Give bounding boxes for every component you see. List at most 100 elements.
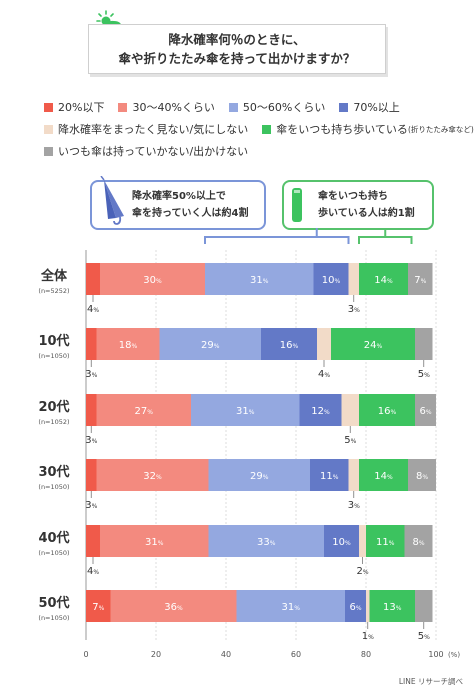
callout-blue-line-2: 傘を持っていく人は約4割 [132,208,249,219]
x-tick-label: 40 [221,650,231,659]
data-label: 33% [257,537,276,548]
legend-item: 傘をいつも持ち歩いている (折りたたみ傘など) [262,121,474,137]
bar-segment [366,525,405,557]
bar-segment [86,328,97,360]
data-label: 29% [201,340,220,351]
category-label: 10代 [38,333,69,349]
category-n-label: (n=1050) [38,352,69,360]
legend-label: 傘をいつも持ち歩いている [276,123,408,136]
data-label: 8% [416,471,428,482]
legend-swatch [44,146,53,156]
legend-swatch [339,102,349,112]
callout-green-line-2: 歩いている人は約1割 [318,208,415,219]
category-label: 20代 [38,399,69,415]
category-n-label: (n=1052) [38,418,69,426]
category-label: 40代 [38,530,69,546]
data-label: 2% [356,566,368,577]
data-label: 4% [87,304,99,315]
data-label: 3% [348,304,360,315]
bar-segment [348,263,359,295]
bar-segment [100,263,205,295]
data-label: 7% [414,275,426,286]
bar-segment [86,590,111,622]
bar-segment [359,459,408,491]
bar-segment [310,459,349,491]
callout-green-line-1: 傘をいつも持ち [318,191,388,202]
callout-blue: 降水確率50%以上で 傘を持っていく人は約4割 [90,176,266,230]
category-label: 全体 [40,268,68,284]
legend-label: 30～40%くらい [132,101,215,114]
bar-segment [100,525,209,557]
legend-item: 20%以下 [44,99,104,115]
data-label: 4% [87,566,99,577]
umbrella-icon [100,176,124,225]
legend-swatch [262,124,272,134]
bar-segment [348,459,359,491]
bar-segment [408,263,433,295]
folded-umbrella-icon [292,188,302,222]
bar-segment [86,394,97,426]
bar-segment [110,590,237,622]
category-n-label: (n=1050) [38,549,69,557]
legend-swatch [118,102,128,112]
bar-segment [86,263,100,295]
legend-note: (折りたたみ傘など) [407,124,474,134]
bar-segment [324,525,359,557]
bar-segment [369,590,415,622]
data-label: 16% [280,340,299,351]
data-label: 31% [282,602,301,613]
bar-segment [191,394,300,426]
callout-blue-line-1: 降水確率50%以上で [132,191,226,202]
category-n-label: (n=1050) [38,483,69,491]
source-note: LINE リサーチ調べ [398,677,463,686]
data-label: 12% [311,406,330,417]
data-label: 3% [348,500,360,511]
bar-segment [236,590,345,622]
data-label: 10% [332,537,351,548]
x-tick-label: 20 [151,650,161,659]
bar-segment [208,525,324,557]
legend-item: いつも傘は持っていかない/出かけない [44,143,248,159]
data-label: 6% [419,406,431,417]
category-label: 50代 [38,595,69,611]
data-label: 7% [92,602,104,613]
bar-segment [366,590,370,622]
bar-segment [359,394,415,426]
bar-segment [415,590,433,622]
data-label: 4% [318,369,330,380]
x-tick-label: 60 [291,650,301,659]
bar-segment [359,263,408,295]
data-label: 3% [85,435,97,446]
legend-label: いつも傘は持っていかない/出かけない [58,145,249,158]
legend-item: 50～60%くらい [228,99,325,115]
bar-segment [415,394,436,426]
data-label: 36% [164,602,183,613]
title-line-1: 降水確率何％のときに、 [168,32,306,47]
data-label: 24% [364,340,383,351]
data-label: 18% [119,340,138,351]
bar-segment [313,263,349,295]
legend-label: 70%以上 [353,101,400,114]
legend: 20%以下 30～40%くらい 50～60%くらい 70%以上 降水確率をまった… [44,96,474,162]
legend-item: 70%以上 [339,99,400,115]
category-label: 30代 [38,464,69,480]
data-label: 13% [383,602,402,613]
data-label: 3% [85,500,97,511]
legend-swatch [44,124,53,134]
bar-segment [317,328,331,360]
legend-item: 30～40%くらい [118,99,215,115]
data-label: 3% [85,369,97,380]
bar-segment [408,459,436,491]
legend-label: 降水確率をまったく見ない/気にしない [58,123,249,136]
data-label: 29% [250,471,269,482]
data-label: 11% [376,537,395,548]
bar-segment [299,394,342,426]
bar-segment [208,459,310,491]
bar-segment [331,328,415,360]
data-label: 8% [412,537,424,548]
bracket-green [358,236,413,244]
bar-segment [261,328,317,360]
data-label: 5% [418,631,430,642]
legend-item: 降水確率をまったく見ない/気にしない [44,121,248,137]
category-n-label: (n=5252) [38,287,69,295]
